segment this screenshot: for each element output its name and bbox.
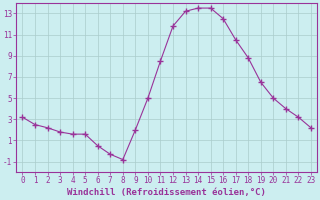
X-axis label: Windchill (Refroidissement éolien,°C): Windchill (Refroidissement éolien,°C): [67, 188, 266, 197]
